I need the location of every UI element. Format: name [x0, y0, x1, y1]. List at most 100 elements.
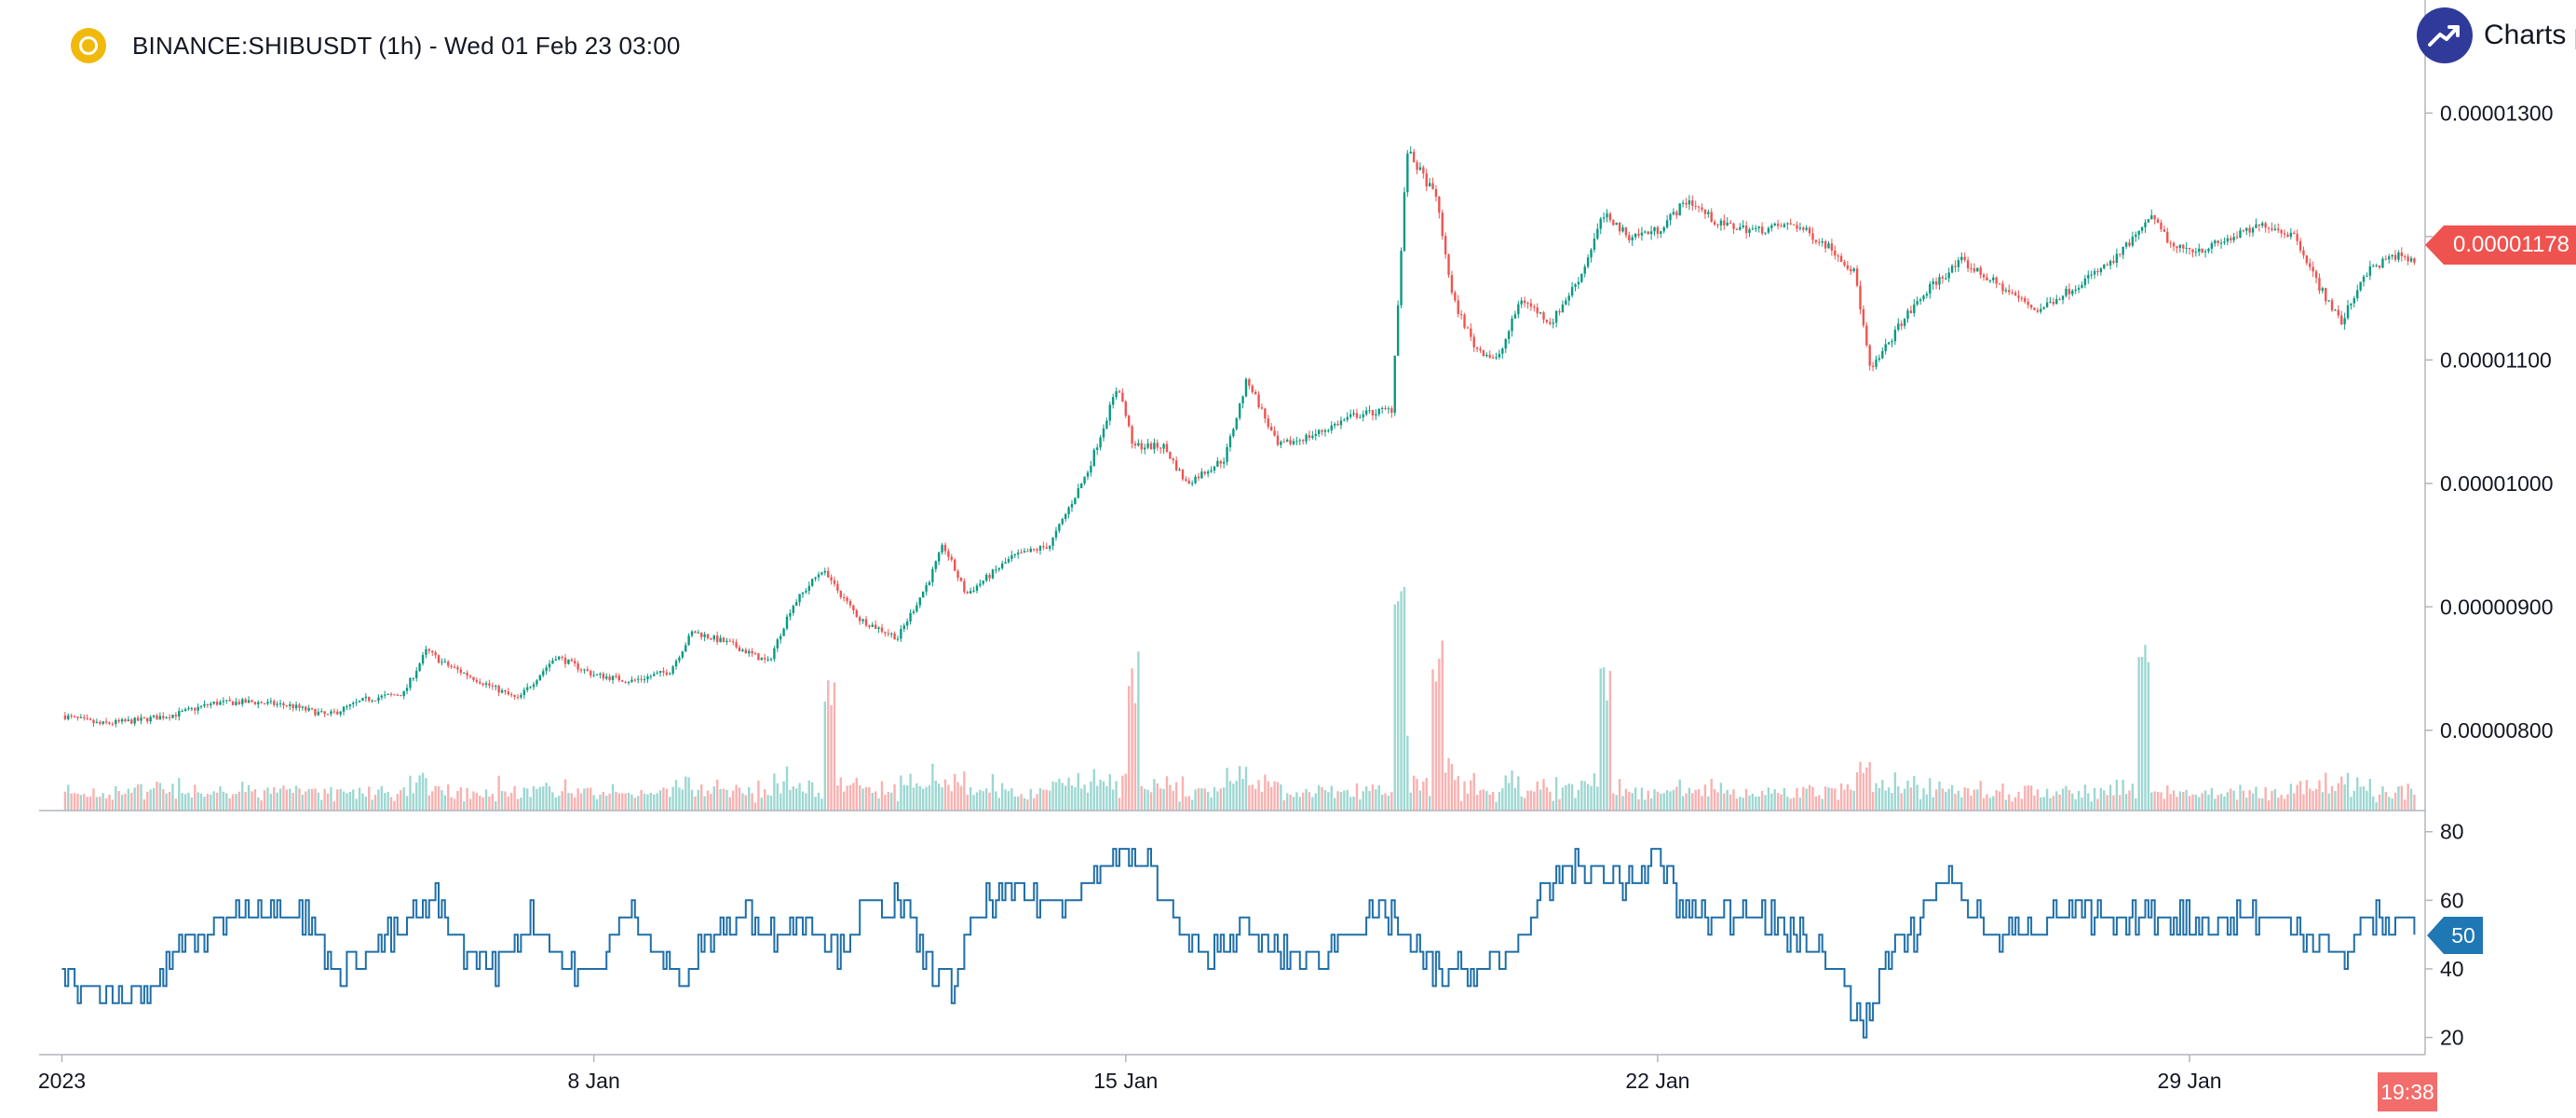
- candle: [342, 705, 346, 716]
- candle: [716, 631, 719, 646]
- volume-bar: [1814, 796, 1818, 811]
- candle: [2087, 270, 2090, 284]
- candle: [950, 553, 953, 562]
- volume-bar: [79, 795, 83, 811]
- volume-bar: [1282, 799, 1285, 811]
- candle: [1244, 376, 1248, 398]
- candle: [855, 608, 858, 618]
- volume-bar: [393, 800, 396, 811]
- volume-bar: [1384, 793, 1387, 811]
- candle: [263, 702, 266, 705]
- candle: [1932, 278, 1934, 291]
- volume-bar: [814, 797, 817, 811]
- candle: [2124, 241, 2128, 250]
- candle: [934, 560, 937, 573]
- volume-bar: [820, 798, 823, 811]
- volume-bar: [1966, 787, 1970, 811]
- volume-bar: [104, 798, 108, 811]
- volume-bar: [2232, 790, 2235, 811]
- candle: [2391, 254, 2393, 260]
- candle: [1000, 560, 1004, 570]
- candle: [1216, 457, 1219, 468]
- rsi-y-tick-label: 20: [2440, 1026, 2464, 1050]
- candle: [2350, 303, 2352, 310]
- candle: [887, 629, 889, 637]
- volume-bar: [2162, 798, 2166, 811]
- candle: [1412, 148, 1416, 163]
- volume-bar: [1042, 789, 1045, 811]
- volume-bar: [212, 791, 215, 811]
- volume-bar: [681, 789, 685, 811]
- candle: [1362, 410, 1364, 422]
- brand[interactable]: Charts p: [2417, 7, 2576, 63]
- candle: [104, 717, 108, 725]
- candle: [1061, 517, 1064, 526]
- volume-bar: [237, 791, 241, 811]
- volume-bar: [827, 680, 830, 811]
- volume-bar: [1672, 789, 1675, 811]
- candle: [1656, 225, 1660, 239]
- candle: [225, 700, 228, 704]
- candle: [1038, 545, 1042, 555]
- volume-bar: [1786, 797, 1789, 811]
- volume-bar: [1798, 798, 1802, 811]
- candle: [1992, 274, 1995, 284]
- volume-bar: [2280, 795, 2283, 811]
- volume-bar: [2235, 799, 2239, 811]
- candle: [1998, 282, 2001, 285]
- candle: [2068, 283, 2071, 300]
- volume-bar: [453, 798, 456, 811]
- candle: [1818, 238, 1821, 246]
- volume-bar: [551, 792, 554, 811]
- volume-bar: [1364, 786, 1368, 811]
- candle: [1805, 225, 1808, 232]
- volume-bar: [2207, 794, 2210, 811]
- candle: [1660, 230, 1662, 239]
- candle: [1913, 299, 1916, 318]
- volume-bar: [418, 775, 421, 811]
- candle: [2122, 246, 2124, 260]
- candle: [1422, 165, 1425, 179]
- candle: [434, 650, 437, 659]
- volume-bar: [1146, 789, 1149, 811]
- candle: [323, 711, 326, 717]
- volume-bar: [1257, 780, 1260, 811]
- candle: [1238, 402, 1241, 421]
- candle: [79, 714, 83, 719]
- volume-bar: [2191, 794, 2194, 811]
- volume-bar: [1707, 796, 1710, 811]
- candle: [2188, 248, 2191, 255]
- volume-bar: [1269, 786, 1273, 811]
- candle: [963, 578, 966, 594]
- candle: [1995, 276, 1998, 289]
- price-candles: [63, 146, 2416, 728]
- volume-bar: [776, 783, 779, 811]
- candle: [190, 706, 194, 712]
- candle: [1918, 297, 1922, 305]
- volume-bar: [2096, 798, 2099, 811]
- rsi-line: [61, 848, 2416, 1039]
- volume-bar: [1010, 787, 1013, 811]
- volume-bar: [1079, 788, 1083, 811]
- volume-bar: [70, 793, 73, 811]
- candle: [1368, 405, 1371, 414]
- volume-bar: [995, 791, 997, 811]
- volume-bar: [1327, 792, 1330, 811]
- candle: [136, 715, 140, 722]
- candle: [2115, 248, 2119, 268]
- volume-bar: [2273, 789, 2277, 811]
- volume-bar: [1140, 785, 1143, 811]
- candle: [1542, 310, 1545, 324]
- volume-bar: [674, 780, 678, 811]
- volume-bar: [120, 795, 124, 811]
- candle: [2372, 264, 2375, 267]
- volume-bar: [1834, 788, 1837, 811]
- candle: [703, 632, 706, 642]
- candle: [2112, 255, 2115, 266]
- candle: [516, 693, 520, 700]
- volume-bar: [1970, 795, 1973, 811]
- volume-bar: [1159, 788, 1162, 811]
- candle: [859, 615, 861, 625]
- volume-bar: [2185, 789, 2188, 811]
